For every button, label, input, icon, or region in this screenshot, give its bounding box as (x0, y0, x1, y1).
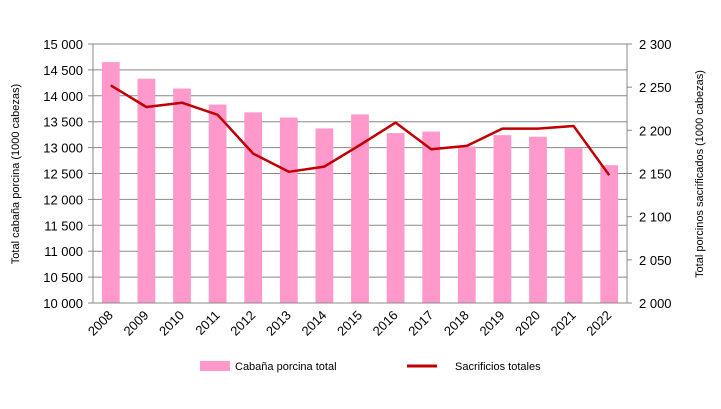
bar-2009 (137, 78, 156, 304)
legend: Cabaña porcina total Sacrificios totales (200, 361, 541, 373)
legend-swatch-bar (200, 361, 230, 371)
right-tick-label: 2 000 (639, 296, 672, 311)
bar-2017 (422, 131, 441, 303)
x-tick-label: 2012 (227, 308, 258, 339)
x-tick-label: 2016 (370, 308, 401, 339)
x-tick-label: 2014 (298, 308, 329, 339)
bar-series (101, 62, 619, 304)
left-tick-label: 14 000 (43, 89, 83, 104)
x-tick-label: 2020 (512, 308, 543, 339)
bar-2012 (244, 112, 263, 303)
bar-2011 (208, 104, 227, 303)
x-tick-label: 2008 (85, 308, 116, 339)
left-tick-label: 12 500 (43, 167, 83, 182)
line-series (110, 84, 611, 176)
legend-label-bar: Cabaña porcina total (235, 361, 337, 373)
bar-2019 (493, 135, 512, 303)
x-tick-label: 2011 (192, 308, 222, 338)
left-axis-ticks: 10 000 10 500 11 000 11 500 12 000 12 500 13 0… (43, 37, 93, 311)
x-tick-label: 2018 (441, 308, 472, 339)
left-tick-label: 14 500 (43, 63, 83, 78)
x-axis-ticks: 2008 2009 2010 2011 2012 2013 2014 2015 2016 2017… (85, 308, 614, 339)
left-axis-title: Total cabaña porcina (1000 cabezas) (10, 84, 22, 264)
right-tick-label: 2 150 (639, 167, 672, 182)
right-tick-label: 2 050 (639, 253, 672, 268)
x-tick-label: 2013 (263, 308, 294, 339)
bar-2018 (457, 146, 476, 303)
bar-2013 (279, 117, 298, 303)
x-tick-label: 2019 (476, 308, 507, 339)
right-tick-label: 2 200 (639, 123, 672, 138)
x-tick-label: 2009 (120, 308, 151, 339)
x-tick-label: 2017 (405, 308, 436, 339)
bar-2008 (101, 62, 120, 303)
x-tick-label: 2022 (583, 308, 614, 339)
right-tick-label: 2 300 (639, 37, 672, 52)
bar-2015 (351, 114, 369, 303)
left-tick-label: 13 000 (43, 141, 83, 156)
left-tick-label: 13 500 (43, 115, 83, 130)
x-tick-label: 2010 (156, 308, 187, 339)
left-tick-label: 10 500 (43, 270, 83, 285)
bar-2021 (564, 148, 583, 303)
right-tick-label: 2 250 (639, 80, 672, 95)
legend-label-line: Sacrificios totales (455, 361, 541, 373)
right-axis-ticks: 2 000 2 050 2 100 2 150 2 200 2 250 2 300 (627, 37, 672, 311)
bar-2010 (173, 88, 191, 303)
left-tick-label: 11 500 (44, 218, 83, 233)
bar-2016 (386, 133, 405, 303)
left-tick-label: 12 000 (43, 192, 83, 207)
left-tick-label: 11 000 (44, 244, 83, 259)
right-tick-label: 2 100 (639, 210, 672, 225)
bar-2020 (529, 136, 547, 303)
line-sacrificios-totales (110, 84, 611, 176)
bar-2022 (600, 165, 619, 303)
bar-2014 (315, 128, 334, 303)
x-tick-label: 2015 (334, 308, 365, 339)
x-tick-label: 2021 (548, 308, 579, 339)
left-tick-label: 15 000 (43, 37, 83, 52)
right-axis-title: Total porcinos sacrificados (1000 cabeza… (694, 70, 706, 278)
left-tick-label: 10 000 (43, 296, 83, 311)
